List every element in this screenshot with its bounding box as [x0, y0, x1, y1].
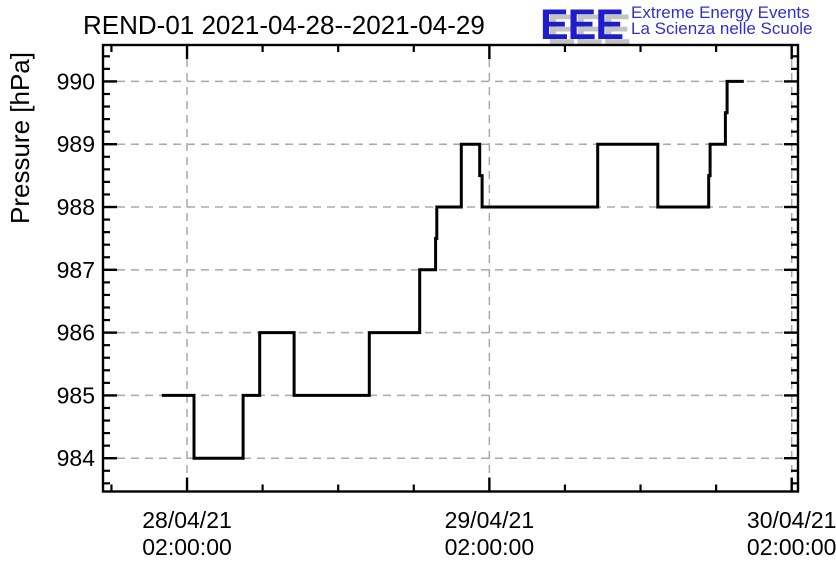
x-tick-label-time: 02:00:00: [142, 534, 232, 560]
y-tick-label: 986: [57, 320, 95, 346]
axis-frame: [101, 43, 800, 493]
y-tick-label: 987: [57, 257, 95, 283]
x-tick-label-time: 02:00:00: [445, 534, 535, 560]
chart-title: REND-01 2021-04-28--2021-04-29: [83, 10, 485, 40]
eee-logo-line2: La Scienza nelle Scuole: [631, 19, 813, 38]
y-tick-label: 985: [57, 382, 95, 408]
x-tick-label-date: 30/04/21: [747, 507, 836, 533]
x-tick-label-date: 28/04/21: [142, 507, 232, 533]
y-tick-label: 989: [57, 131, 95, 157]
x-tick-label-date: 29/04/21: [445, 507, 535, 533]
eee-logo: EEE Extreme Energy Events La Scienza nel…: [540, 1, 813, 49]
y-tick-label: 990: [57, 68, 95, 94]
eee-logo-line1: Extreme Energy Events: [631, 3, 810, 22]
y-tick-label: 984: [57, 445, 96, 471]
eee-logo-acronym: EEE: [540, 1, 624, 49]
y-tick-label: 988: [57, 194, 95, 220]
eee-logo-text: Extreme Energy Events La Scienza nelle S…: [631, 2, 812, 37]
pressure-step-line: [161, 79, 744, 460]
x-tick-label-time: 02:00:00: [747, 534, 836, 560]
